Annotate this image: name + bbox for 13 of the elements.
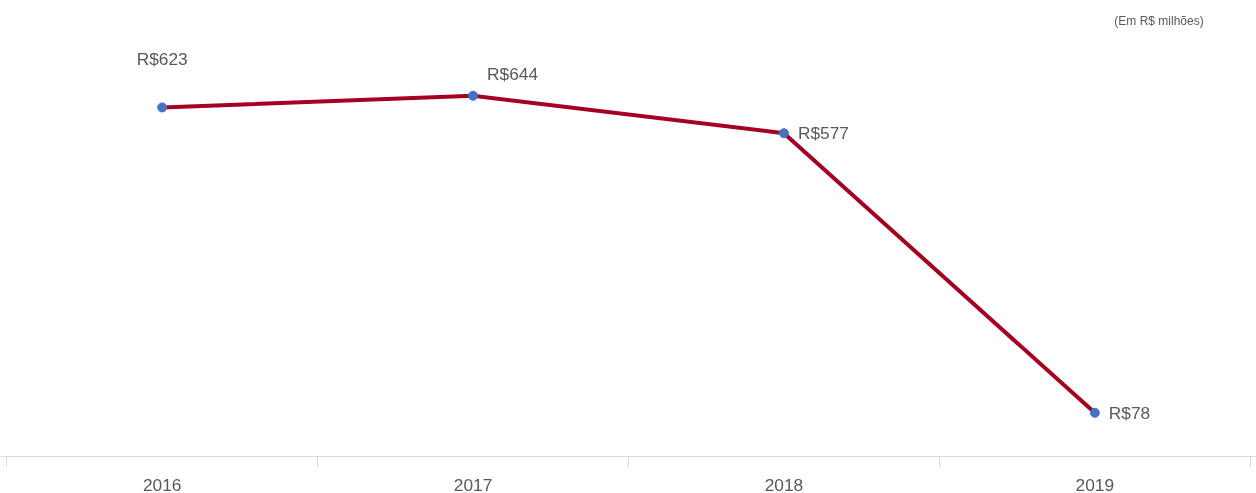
text: (Em R$ milhões) (1114, 13, 1204, 28)
x-tick-label: 2019 (1075, 474, 1115, 493)
x-tick-label: 2018 (764, 474, 804, 493)
x-tick-label: 2016 (142, 474, 182, 493)
data-label: R$577 (797, 123, 850, 144)
point (1089, 407, 1100, 418)
point (468, 90, 479, 101)
data-label: R$623 (136, 49, 188, 70)
data-label: R$78 (1108, 402, 1151, 423)
x-tick-label: 2017 (453, 474, 493, 493)
point (157, 102, 168, 113)
data-label: R$644 (487, 63, 539, 84)
point (778, 128, 789, 139)
